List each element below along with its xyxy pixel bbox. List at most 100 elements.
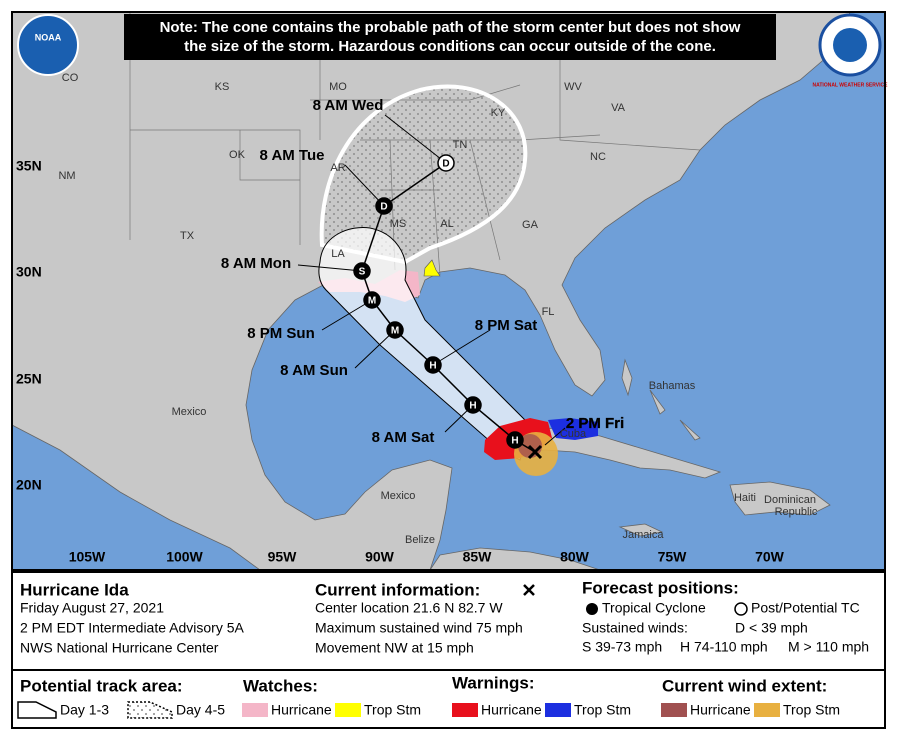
lat-label: 35N (16, 158, 42, 174)
advisory: 2 PM EDT Intermediate Advisory 5A (20, 620, 244, 636)
tc-icon (586, 603, 598, 615)
warn-trop-swatch (545, 703, 571, 717)
track-title: Potential track area: (20, 676, 183, 695)
day13-icon (17, 701, 57, 719)
current-title: Current information: (315, 580, 480, 599)
place-label: MO (329, 81, 347, 93)
place-label: KY (491, 107, 506, 119)
jamaica (618, 523, 664, 537)
lon-label: 100W (166, 549, 203, 565)
forecast-title: Forecast positions: (582, 578, 739, 597)
track-point-letter: S (359, 267, 366, 278)
track-point-letter: D (442, 159, 449, 170)
watches-title: Watches: (243, 676, 318, 695)
track-point (375, 197, 393, 215)
track-point-letter: H (429, 361, 436, 372)
storm-date: Friday August 27, 2021 (20, 600, 164, 616)
wind-m: M > 110 mph (788, 639, 869, 655)
track-point (424, 356, 442, 374)
hispaniola (729, 481, 831, 516)
track-point-letter: D (380, 202, 387, 213)
place-label: AL (440, 218, 453, 230)
bahamas (621, 358, 701, 441)
map-frame (11, 11, 886, 571)
trop-stm-warning (548, 418, 598, 440)
day13-label: Day 1-3 (60, 702, 109, 718)
lat-label: 20N (16, 477, 42, 493)
place-label: Cuba (560, 428, 587, 440)
note-box (124, 14, 776, 60)
watch-trop-swatch (335, 703, 361, 717)
map (12, 12, 885, 570)
post-tc-label: Post/Potential TC (751, 600, 860, 616)
forecast-time: 2 PM Fri (566, 415, 624, 432)
post-tc-icon (734, 602, 748, 616)
info-panel (11, 571, 886, 729)
current-position (527, 444, 543, 460)
place-label: Mexico (381, 490, 416, 502)
forecast-time: 8 AM Mon (221, 255, 291, 272)
place-label: Haiti (734, 492, 756, 504)
nws-text: NATIONAL WEATHER SERVICE (813, 82, 889, 88)
track-point-letter: H (469, 401, 476, 412)
place-label: WV (564, 81, 582, 93)
place-label: KS (215, 81, 230, 93)
current-line: Center location 21.6 N 82.7 W (315, 600, 503, 616)
storm-name: Hurricane Ida (20, 580, 129, 599)
place-label: TN (453, 139, 468, 151)
nws-logo-inner (833, 28, 867, 62)
track-point (464, 396, 482, 414)
watch-hurricane-swatch (242, 703, 268, 717)
wind-hurricane-swatch (661, 703, 687, 717)
wind-d: D < 39 mph (735, 620, 808, 636)
forecast-time: 8 PM Sat (475, 317, 538, 334)
current-icon (523, 584, 535, 596)
place-label: Mexico (172, 406, 207, 418)
warn-hurricane-label: Hurricane (481, 702, 542, 718)
track-point-letter: H (511, 436, 518, 447)
lat-label: 30N (16, 264, 42, 280)
forecast-time: 8 AM Sat (372, 429, 435, 446)
track-points: D D S M M H H H (353, 154, 524, 449)
place-label: Jamaica (623, 529, 665, 541)
lon-label: 90W (365, 549, 395, 565)
map-labels: 35N 30N 25N 20N 105W 100W 95W 90W 85W 80W 75W 70W CO… (16, 72, 818, 565)
watch-trop-label: Trop Stm (364, 702, 421, 718)
watch-hurricane-label: Hurricane (271, 702, 332, 718)
wind-hurricane-label: Hurricane (690, 702, 751, 718)
place-label: VA (611, 102, 626, 114)
place-label: LA (331, 248, 345, 260)
cone-day45 (319, 84, 528, 265)
place-label: CO (62, 72, 79, 84)
track-point (386, 321, 404, 339)
note-line: Note: The cone contains the probable pat… (160, 19, 741, 36)
track-point-letter: M (391, 326, 399, 337)
forecast-time: 8 AM Sun (280, 362, 348, 379)
forecast-time: 8 AM Wed (313, 97, 384, 114)
wind-title: Current wind extent: (662, 676, 827, 695)
note-line: the size of the storm. Hazardous conditi… (184, 38, 716, 55)
noaa-text: NOAA (35, 32, 62, 42)
place-label: Belize (405, 534, 435, 546)
day45-icon (127, 701, 173, 719)
place-label: Bahamas (649, 380, 696, 392)
day45-label: Day 4-5 (176, 702, 225, 718)
lon-label: 80W (560, 549, 590, 565)
wind-h: H 74-110 mph (680, 639, 768, 655)
warn-hurricane-swatch (452, 703, 478, 717)
tc-label: Tropical Cyclone (602, 600, 706, 616)
place-label: MS (390, 218, 407, 230)
lon-label: 95W (268, 549, 298, 565)
place-label: OK (229, 149, 246, 161)
place-label: AR (330, 162, 345, 174)
wind-s: S 39-73 mph (582, 639, 662, 655)
wind-trop-label: Trop Stm (783, 702, 840, 718)
place-label: NC (590, 151, 606, 163)
current-line: Movement NW at 15 mph (315, 640, 474, 656)
trop-stm-watch (423, 259, 441, 277)
place-label: GA (522, 219, 539, 231)
track-point (437, 154, 455, 172)
place-label: FL (542, 306, 555, 318)
sustained-winds: Sustained winds: (582, 620, 688, 636)
